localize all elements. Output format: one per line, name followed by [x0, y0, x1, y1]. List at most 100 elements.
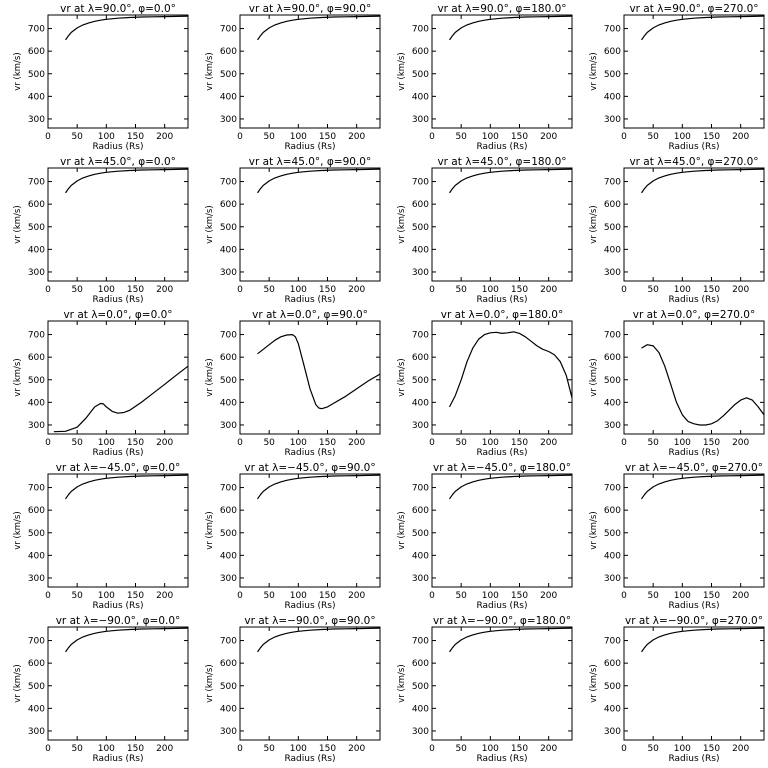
x-tick-label: 200	[732, 285, 749, 295]
y-tick-label: 500	[604, 70, 621, 80]
x-tick-label: 150	[511, 591, 528, 601]
y-tick-label: 700	[412, 25, 429, 35]
y-tick-label: 700	[220, 178, 237, 188]
x-tick-label: 150	[127, 438, 144, 448]
x-tick-label: 0	[429, 438, 435, 448]
y-axis-label: vr (km/s)	[205, 664, 215, 702]
x-tick-label: 50	[455, 744, 467, 754]
x-tick-label: 150	[703, 744, 720, 754]
y-tick-label: 400	[604, 704, 621, 714]
x-tick-label: 100	[482, 438, 499, 448]
y-axis-label: vr (km/s)	[13, 358, 23, 396]
x-tick-label: 150	[319, 438, 336, 448]
x-tick-label: 50	[455, 285, 467, 295]
x-axis-label: Radius (Rs)	[668, 142, 719, 152]
panel-title: vr at λ=−90.0°, φ=90.0°	[244, 615, 375, 627]
y-tick-label: 700	[604, 178, 621, 188]
plot-frame	[47, 626, 189, 741]
panel-5: vr at λ=45.0°, φ=0.0° 0 50 100 150 200 300 400 5…	[13, 156, 189, 305]
y-tick-label: 600	[412, 659, 429, 669]
y-tick-label: 400	[412, 704, 429, 714]
y-axis-label: vr (km/s)	[397, 511, 407, 549]
panel-9: vr at λ=0.0°, φ=0.0° 0 50 100 150 200 300 400 50…	[13, 309, 189, 458]
x-tick-label: 150	[511, 438, 528, 448]
y-axis-label: vr (km/s)	[13, 205, 23, 243]
x-tick-label: 0	[237, 744, 243, 754]
y-tick-label: 700	[604, 331, 621, 341]
y-tick-label: 700	[28, 484, 45, 494]
x-axis-label: Radius (Rs)	[284, 295, 335, 305]
y-tick-label: 500	[220, 223, 237, 233]
y-tick-label: 600	[604, 506, 621, 516]
y-tick-label: 600	[412, 506, 429, 516]
plot-frame	[431, 473, 573, 588]
series-line	[449, 168, 573, 194]
panel-title: vr at λ=−45.0°, φ=90.0°	[244, 462, 375, 474]
x-tick-label: 50	[263, 591, 275, 601]
y-tick-label: 400	[220, 551, 237, 561]
y-tick-label: 600	[28, 506, 45, 516]
y-tick-label: 700	[28, 637, 45, 647]
y-tick-label: 700	[604, 484, 621, 494]
y-tick-label: 700	[412, 331, 429, 341]
y-tick-label: 400	[604, 245, 621, 255]
x-tick-label: 50	[71, 132, 83, 142]
panel-title: vr at λ=−45.0°, φ=270.0°	[625, 462, 763, 474]
y-tick-label: 300	[604, 727, 621, 737]
panel-title: vr at λ=45.0°, φ=270.0°	[629, 156, 758, 168]
y-tick-label: 600	[220, 659, 237, 669]
x-tick-label: 50	[647, 132, 659, 142]
plot-frame	[239, 167, 381, 282]
y-tick-label: 400	[604, 551, 621, 561]
y-tick-label: 400	[220, 92, 237, 102]
series-line	[65, 474, 189, 500]
x-tick-label: 200	[156, 132, 173, 142]
y-tick-label: 500	[220, 682, 237, 692]
y-tick-label: 700	[28, 25, 45, 35]
x-tick-label: 200	[540, 438, 557, 448]
y-tick-label: 300	[220, 421, 237, 431]
y-tick-label: 400	[412, 551, 429, 561]
x-tick-label: 0	[429, 132, 435, 142]
x-tick-label: 200	[732, 438, 749, 448]
plot-frame	[47, 14, 189, 129]
y-tick-label: 400	[412, 245, 429, 255]
plot-frame	[623, 320, 765, 435]
y-tick-label: 500	[604, 682, 621, 692]
y-axis-label: vr (km/s)	[589, 511, 599, 549]
y-tick-label: 400	[220, 245, 237, 255]
x-tick-label: 150	[127, 132, 144, 142]
y-tick-label: 600	[604, 353, 621, 363]
x-tick-label: 50	[263, 285, 275, 295]
y-tick-label: 400	[220, 398, 237, 408]
x-tick-label: 200	[540, 285, 557, 295]
x-tick-label: 0	[621, 285, 627, 295]
y-tick-label: 400	[412, 398, 429, 408]
x-tick-label: 0	[621, 438, 627, 448]
panel-title: vr at λ=−45.0°, φ=0.0°	[56, 462, 181, 474]
y-tick-label: 300	[28, 727, 45, 737]
x-tick-label: 100	[98, 744, 115, 754]
y-tick-label: 300	[220, 268, 237, 278]
plot-frame	[431, 320, 573, 435]
x-tick-label: 50	[71, 438, 83, 448]
y-axis-label: vr (km/s)	[589, 52, 599, 90]
y-tick-label: 600	[412, 353, 429, 363]
panel-title: vr at λ=0.0°, φ=270.0°	[633, 309, 755, 321]
y-axis-label: vr (km/s)	[205, 358, 215, 396]
y-tick-label: 300	[412, 574, 429, 584]
x-tick-label: 50	[263, 132, 275, 142]
y-tick-label: 500	[412, 376, 429, 386]
x-tick-label: 0	[621, 591, 627, 601]
panel-title: vr at λ=−90.0°, φ=180.0°	[433, 615, 571, 627]
y-tick-label: 500	[220, 529, 237, 539]
panel-7: vr at λ=45.0°, φ=180.0° 0 50 100 150 200 300 40…	[397, 156, 573, 305]
x-tick-label: 100	[98, 132, 115, 142]
y-tick-label: 500	[412, 529, 429, 539]
y-tick-label: 300	[412, 268, 429, 278]
x-tick-label: 50	[455, 438, 467, 448]
y-axis-label: vr (km/s)	[13, 664, 23, 702]
x-tick-label: 50	[71, 591, 83, 601]
x-tick-label: 50	[263, 744, 275, 754]
series-line	[641, 168, 765, 194]
